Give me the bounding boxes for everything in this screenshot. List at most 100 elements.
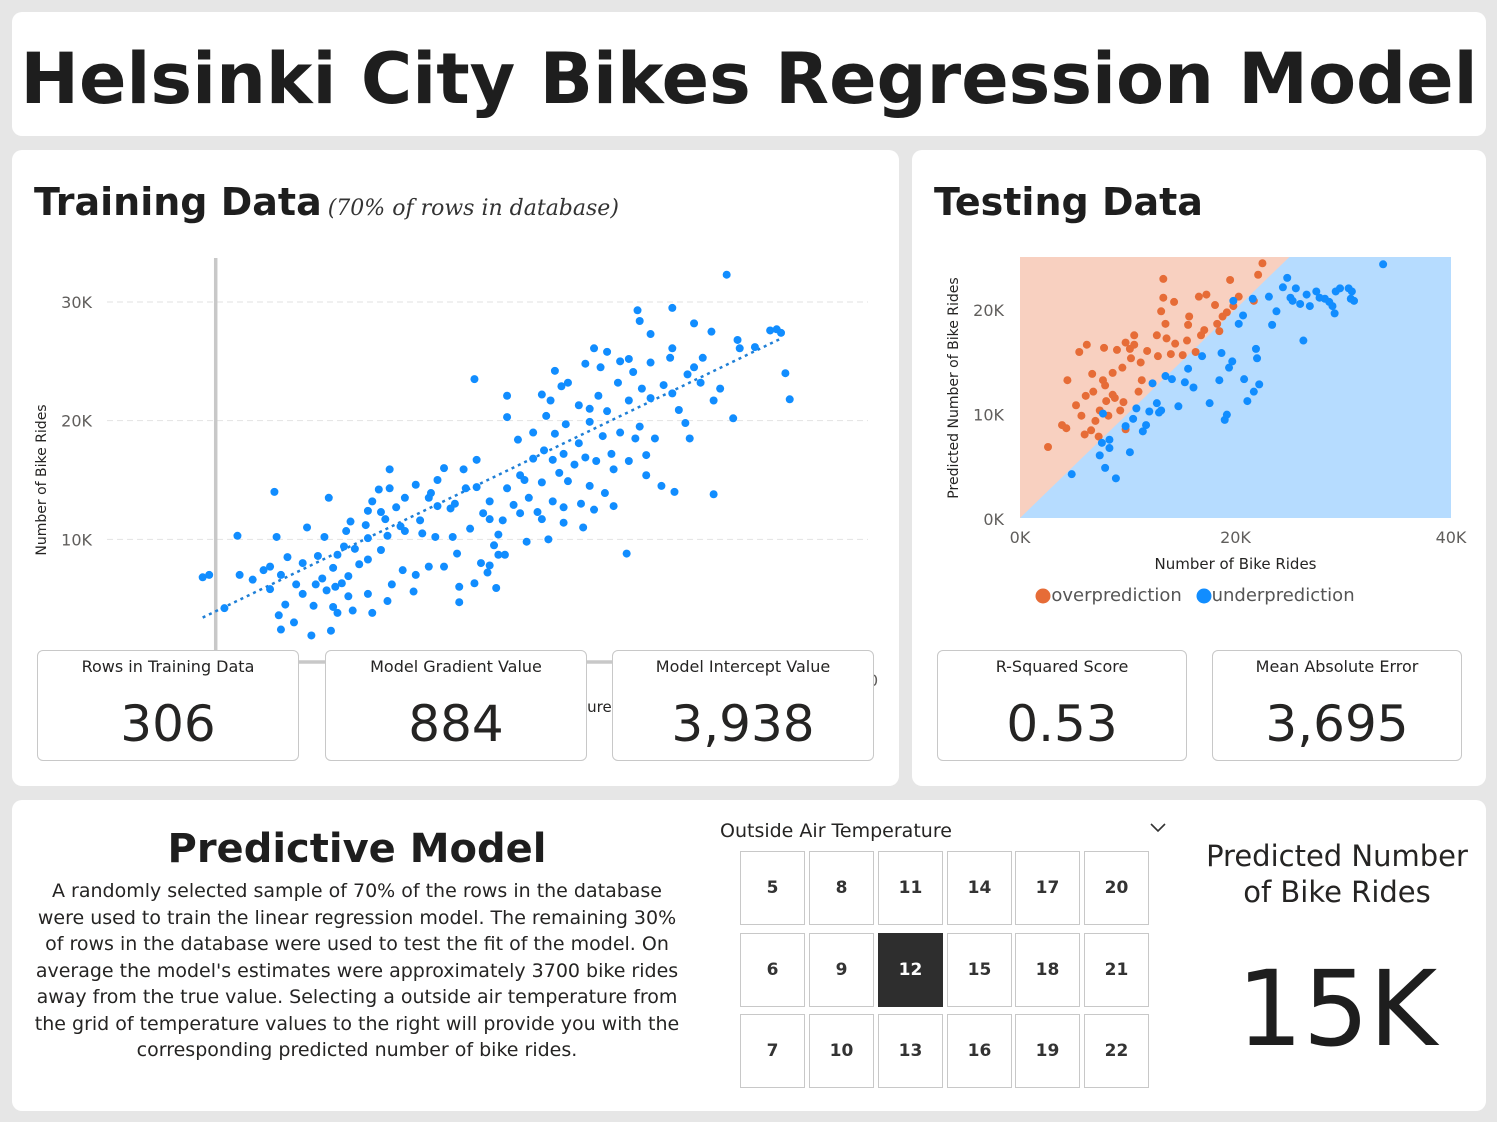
data-point [666,353,675,362]
data-point [459,465,468,474]
data-point [494,530,503,539]
data-point [333,608,342,617]
training-subtitle: (70% of rows in database) [327,196,619,221]
temperature-tile[interactable]: 22 [1084,1014,1149,1088]
overprediction-point [1136,358,1145,367]
overprediction-point [1258,259,1267,268]
kpi-model-gradient: Model Gradient Value 884 [325,650,587,761]
data-point [274,611,283,620]
data-point [622,549,631,558]
underprediction-point [1111,474,1120,483]
data-point [503,391,512,400]
overprediction-point [1062,424,1071,433]
testing-scatter-chart: 0K 10K 20K 0K 20K 40K Number of Bike Rides Pred… [946,257,1467,573]
data-point [303,523,312,532]
data-point [433,502,442,511]
data-point [400,493,409,502]
underprediction-point [1240,375,1249,384]
x-tick-label: 0K [1010,528,1031,547]
overprediction-point [1102,397,1111,406]
data-point [311,580,320,589]
overprediction-point [1121,338,1130,347]
underprediction-point [1145,407,1154,416]
legend-dot-orange [1035,588,1051,603]
data-point [298,589,307,598]
underprediction-point [1249,387,1258,396]
temperature-tile[interactable]: 8 [809,851,874,925]
overprediction-point [1077,411,1086,420]
underprediction-point [1312,287,1321,296]
underprediction-point [1255,380,1264,389]
kpi-r-squared: R-Squared Score 0.53 [937,650,1187,761]
data-point [381,515,390,524]
underprediction-point [1097,438,1106,447]
training-title-text: Training Data [34,180,322,224]
data-point [322,586,331,595]
data-point [470,375,479,384]
temperature-tile[interactable]: 15 [947,933,1012,1007]
kpi-value: 3,938 [671,695,815,753]
y-tick-label: 10K [973,406,1004,425]
underprediction-point [1174,402,1183,411]
kpi-label: R-Squared Score [995,657,1129,676]
overprediction-point [1100,343,1109,352]
data-point [400,527,409,536]
data-point [331,582,340,591]
overprediction-point [1171,339,1180,348]
legend-underprediction[interactable]: underprediction [1196,585,1355,606]
temperature-tile[interactable]: 12 [878,933,943,1007]
temperature-tile[interactable]: 9 [809,933,874,1007]
temperature-tile[interactable]: 18 [1015,933,1080,1007]
data-point [472,483,481,492]
data-point [616,428,625,437]
data-point [490,541,499,550]
data-point [485,497,494,506]
underprediction-point [1239,311,1248,320]
kpi-rows-training: Rows in Training Data 306 [37,650,299,761]
y-axis-title: Number of Bike Rides [34,404,50,555]
underprediction-point [1253,354,1262,363]
data-point [668,389,677,398]
legend-overprediction[interactable]: overprediction [1035,585,1182,606]
y-tick-label: 30K [61,293,92,312]
overprediction-point [1202,290,1211,299]
temperature-tile[interactable]: 21 [1084,933,1149,1007]
data-point [522,537,531,546]
temperature-tile[interactable]: 5 [740,851,805,925]
underprediction-point [1167,375,1176,384]
chevron-down-icon[interactable] [1148,818,1168,838]
temperature-tile[interactable]: 16 [947,1014,1012,1088]
temperature-tile[interactable]: 10 [809,1014,874,1088]
overprediction-point [1108,368,1117,377]
temperature-tile[interactable]: 17 [1015,851,1080,925]
data-point [233,531,242,540]
temperature-tile[interactable]: 7 [740,1014,805,1088]
data-point [576,499,585,508]
overprediction-point [1044,443,1053,452]
temperature-tile[interactable]: 6 [740,933,805,1007]
data-point [559,503,568,512]
data-point [313,551,322,560]
temperature-tile[interactable]: 14 [947,851,1012,925]
data-point [785,395,794,404]
data-point [766,326,775,335]
data-point [603,407,612,416]
kpi-label: Mean Absolute Error [1255,657,1419,676]
underprediction-point [1121,422,1130,431]
underprediction-point [1228,357,1237,366]
underprediction-point [1098,409,1107,418]
temperature-tile[interactable]: 20 [1084,851,1149,925]
data-point [557,382,566,391]
data-point [646,358,655,367]
underprediction-point [1148,379,1157,388]
temperature-tile[interactable]: 11 [878,851,943,925]
y-tick-label: 10K [61,530,92,549]
kpi-label: Rows in Training Data [81,657,255,676]
data-point [426,489,435,498]
temperature-tile[interactable]: 13 [878,1014,943,1088]
data-point [581,359,590,368]
data-point [483,568,492,577]
data-point [537,515,546,524]
data-point [259,566,268,575]
temperature-tile[interactable]: 19 [1015,1014,1080,1088]
